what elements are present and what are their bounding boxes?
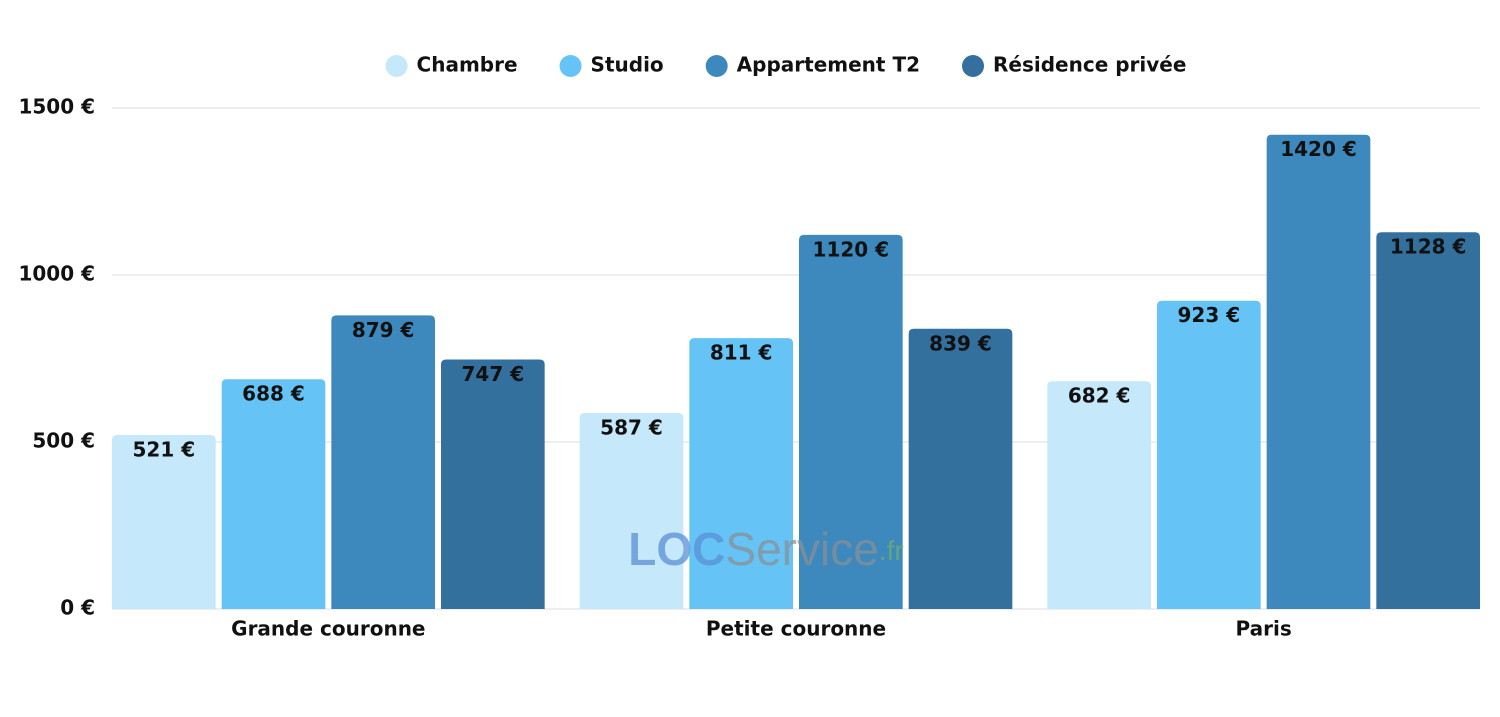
legend-label: Résidence privée <box>993 53 1186 77</box>
x-tick-label: Grande couronne <box>231 617 425 641</box>
bar <box>1047 381 1151 609</box>
data-label: 688 € <box>242 382 305 406</box>
data-label: 1128 € <box>1390 235 1467 259</box>
legend-label: Chambre <box>417 53 518 77</box>
bar <box>331 315 435 609</box>
bar <box>579 412 684 609</box>
legend: Chambre Studio Appartement T2 Résidence pri… <box>385 53 1186 77</box>
x-tick-label: Petite couronne <box>706 617 886 641</box>
data-label: 839 € <box>929 331 992 355</box>
data-label: 521 € <box>133 437 196 461</box>
data-label: 747 € <box>462 362 525 386</box>
data-label: 811 € <box>710 341 773 365</box>
y-tick-label: 1500 € <box>18 95 95 119</box>
x-tick-label: Paris <box>1236 617 1292 641</box>
y-tick-label: 0 € <box>60 596 95 620</box>
bar <box>441 359 545 609</box>
data-label: 1420 € <box>1280 137 1357 161</box>
bar <box>799 234 903 610</box>
data-label: 1120 € <box>813 237 890 261</box>
bar <box>112 434 216 609</box>
bar <box>689 338 793 609</box>
bar <box>1266 134 1371 609</box>
legend-label: Studio <box>591 53 664 77</box>
watermark-part: .fr <box>879 535 904 566</box>
bar <box>221 379 326 609</box>
bar <box>1157 300 1261 609</box>
watermark-part: Service <box>725 523 878 575</box>
watermark: LOCService.fr <box>628 523 903 575</box>
data-label: 923 € <box>1178 303 1241 327</box>
legend-swatch <box>962 55 985 77</box>
legend-swatch <box>385 55 408 77</box>
legend-label: Appartement T2 <box>737 53 920 77</box>
data-label: 879 € <box>352 318 415 342</box>
y-tick-label: 1000 € <box>18 262 95 286</box>
data-label: 682 € <box>1068 384 1131 408</box>
data-label: 587 € <box>600 415 663 439</box>
watermark-part: LOC <box>628 523 725 575</box>
legend-swatch <box>559 55 582 77</box>
bar <box>1376 232 1480 610</box>
bar <box>908 328 1013 609</box>
y-tick-label: 500 € <box>32 429 95 453</box>
legend-swatch <box>705 55 728 77</box>
